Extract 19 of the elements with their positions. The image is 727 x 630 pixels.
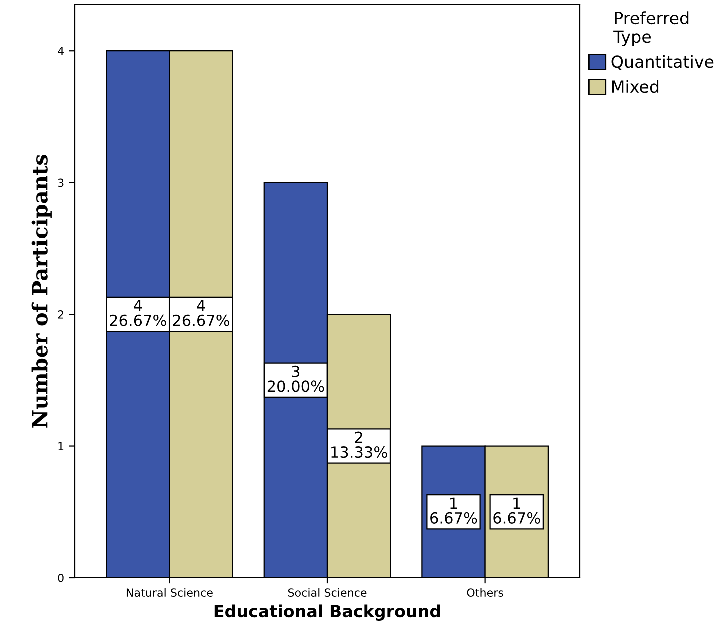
legend-label: Quantitative bbox=[612, 55, 714, 70]
y-tick-label: 2 bbox=[58, 310, 64, 319]
x-axis-title: Educational Background bbox=[214, 604, 440, 621]
data-label: 2 13.33% bbox=[332, 432, 388, 458]
y-tick-label: 3 bbox=[58, 178, 64, 188]
legend-title: Preferred Type bbox=[614, 12, 689, 46]
data-label: 3 20.00% bbox=[268, 366, 324, 392]
data-label: 4 26.67% bbox=[110, 300, 166, 326]
legend-label: Mixed bbox=[612, 80, 659, 94]
y-tick-label: 1 bbox=[58, 442, 64, 450]
data-label: 4 26.67% bbox=[173, 300, 230, 326]
x-tick-label: Others bbox=[467, 588, 504, 598]
x-tick-label: Social Science bbox=[288, 588, 367, 598]
x-tick-label: Natural Science bbox=[126, 588, 213, 598]
y-axis-title: Number of Participants bbox=[32, 155, 52, 428]
y-tick-label: 4 bbox=[58, 47, 64, 56]
data-label: 1 6.67% bbox=[494, 498, 540, 524]
data-label: 1 6.67% bbox=[430, 498, 478, 524]
y-tick-label: 0 bbox=[58, 574, 64, 582]
